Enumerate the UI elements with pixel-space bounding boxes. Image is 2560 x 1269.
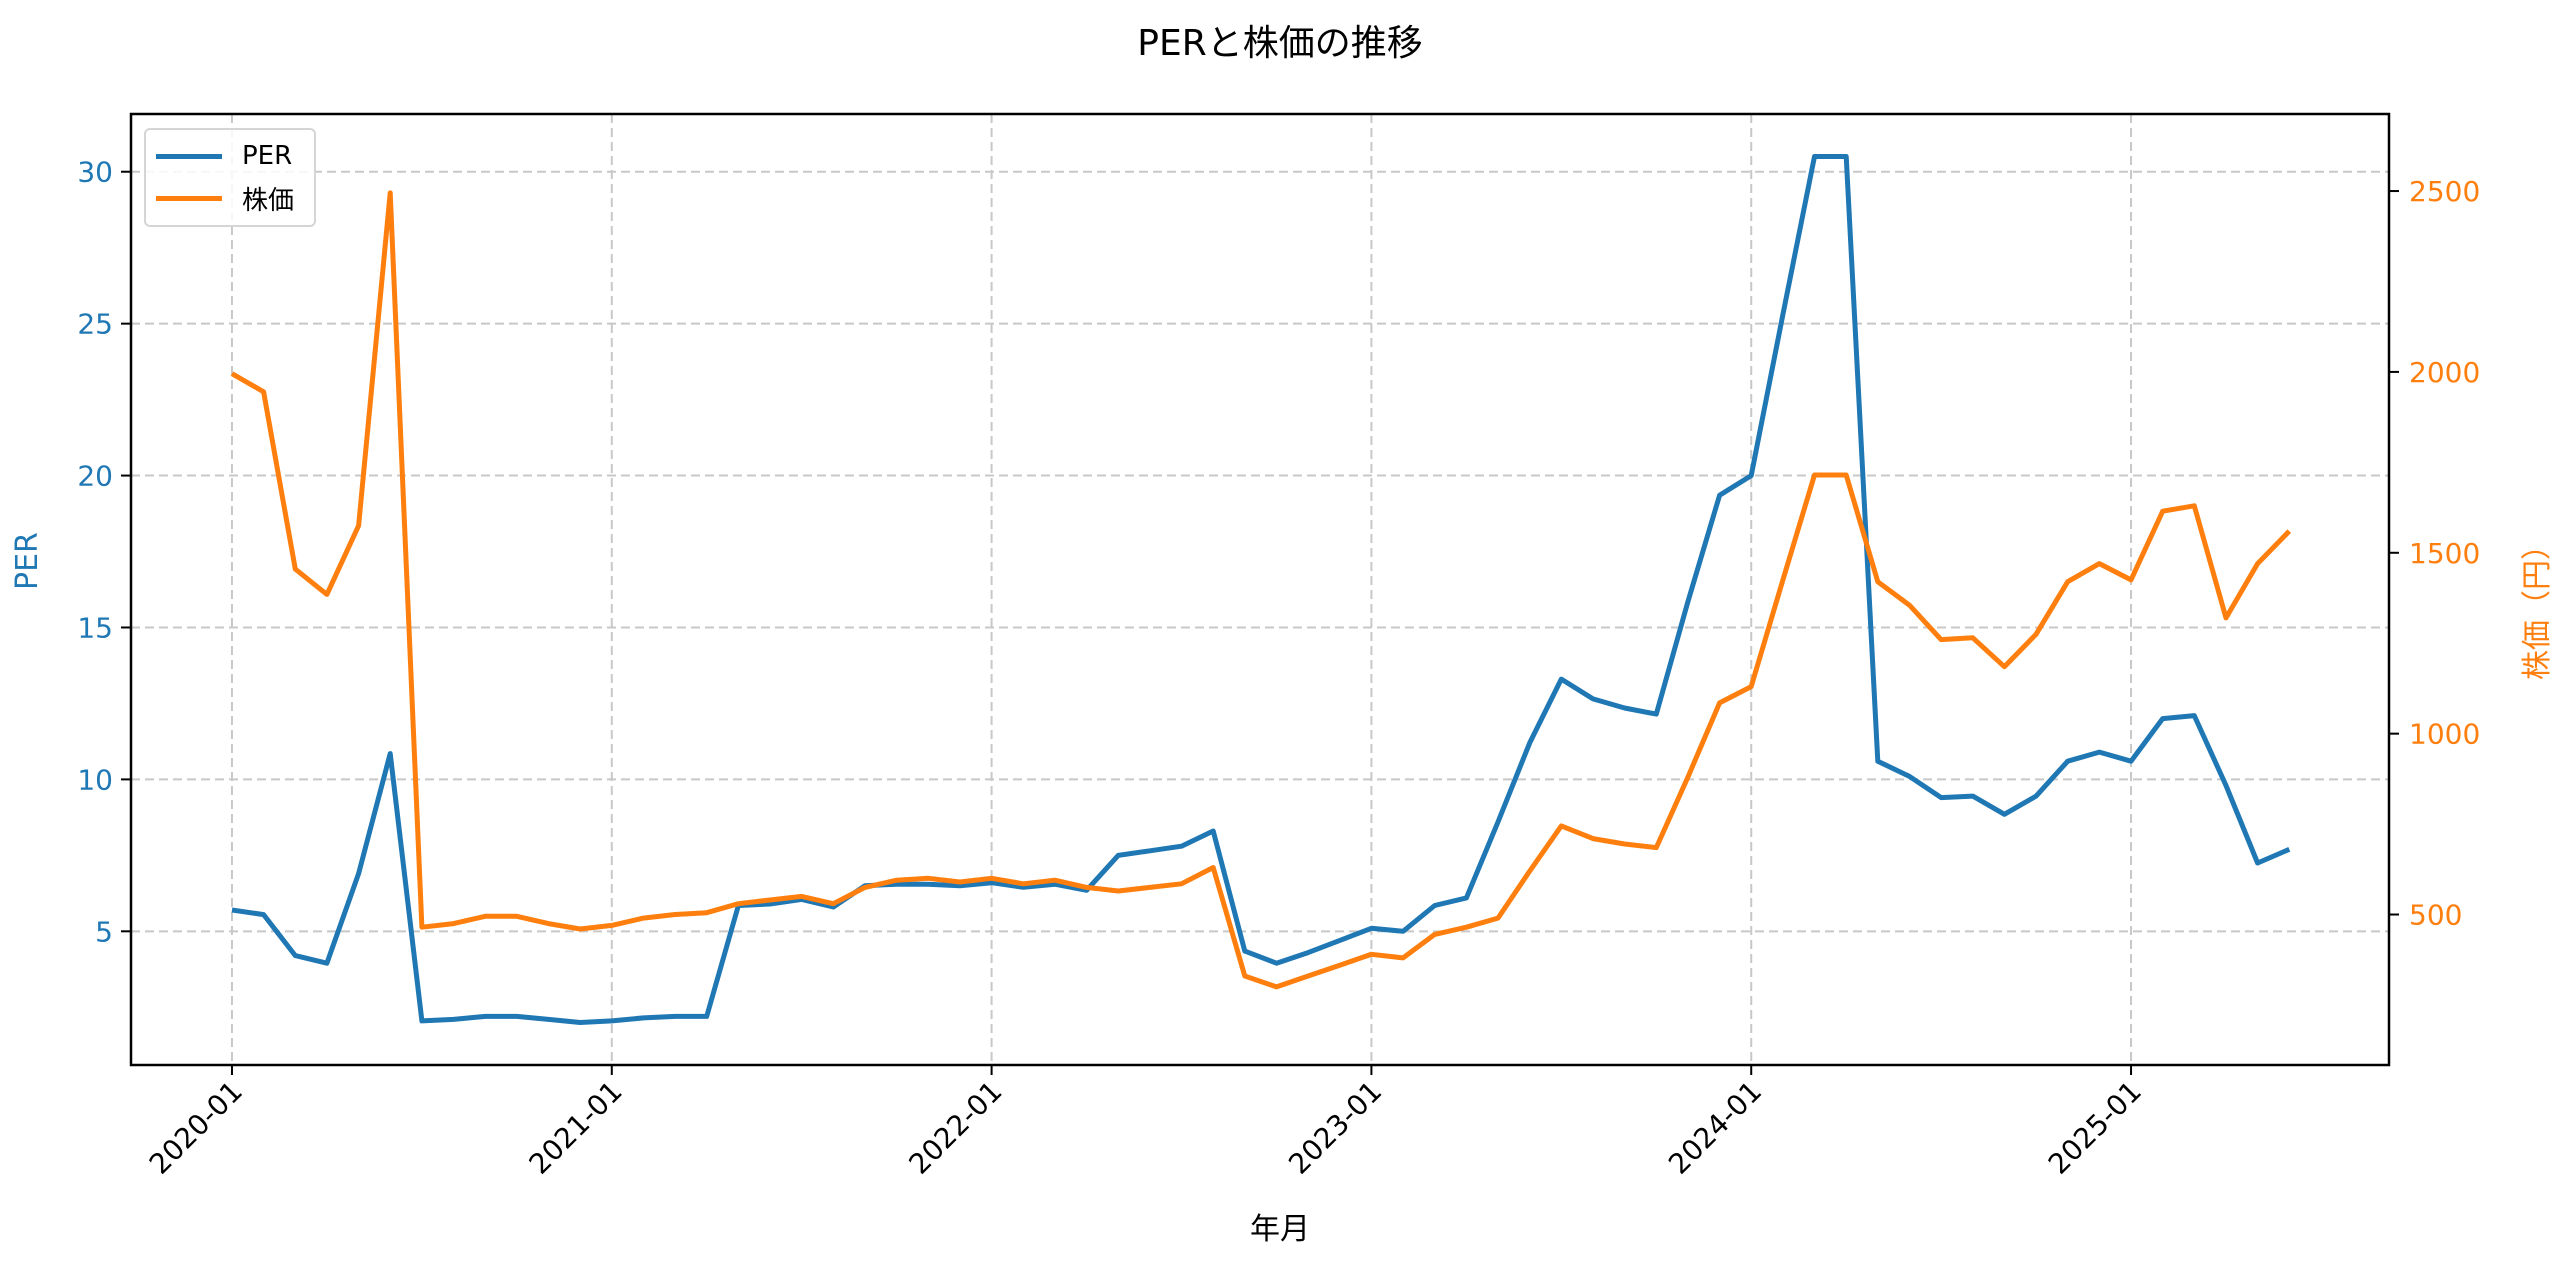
x-axis: 2020-01 2021-01 2022-01 2023-01 2024-01 2025-…: [143, 1065, 2148, 1181]
x-tick-label: 2020-01: [143, 1075, 249, 1181]
y-left-tick-label: 25: [77, 308, 113, 341]
x-tick-label: 2024-01: [1662, 1075, 1768, 1181]
y-left-tick-label: 15: [77, 611, 113, 644]
x-tick-label: 2021-01: [523, 1075, 629, 1181]
y-right-tick-label: 500: [2409, 899, 2462, 932]
legend: PER 株価: [144, 128, 316, 227]
chart-title: PERと株価の推移: [1137, 23, 1423, 64]
y-right-tick-label: 2000: [2409, 356, 2480, 389]
grid-lines: [131, 114, 2389, 1065]
axes-frame: [129, 112, 2391, 1067]
y-right-tick-label: 1500: [2409, 537, 2480, 570]
y-left-tick-label: 5: [95, 915, 113, 948]
legend-label: PER: [242, 141, 293, 171]
price-line-swatch-icon: [156, 195, 222, 201]
y-right-tick-label: 1000: [2409, 718, 2480, 751]
y-axis-left: 5 10 15 20 25 30: [77, 156, 131, 948]
x-tick-label: 2022-01: [902, 1075, 1008, 1181]
per-line-swatch-icon: [156, 153, 222, 159]
y-axis-right-label: 株価（円）: [2520, 530, 2555, 680]
y-right-tick-label: 2500: [2409, 175, 2480, 208]
y-axis-left-label: PER: [10, 532, 45, 590]
price-line: [230, 190, 2292, 990]
y-left-tick-label: 20: [77, 460, 113, 493]
data-lines: [230, 154, 2292, 1025]
legend-item-per: PER: [156, 138, 292, 174]
y-left-tick-label: 30: [77, 156, 113, 189]
y-left-tick-label: 10: [77, 763, 113, 796]
y-axis-right: 500 1000 1500 2000 2500: [2389, 175, 2480, 932]
legend-item-price: 株価: [156, 180, 294, 216]
legend-label: 株価: [242, 185, 295, 216]
x-tick-label: 2023-01: [1282, 1075, 1388, 1181]
per-line: [231, 154, 2291, 1025]
x-tick-label: 2025-01: [2042, 1075, 2148, 1181]
x-axis-label: 年月: [1250, 1212, 1310, 1247]
